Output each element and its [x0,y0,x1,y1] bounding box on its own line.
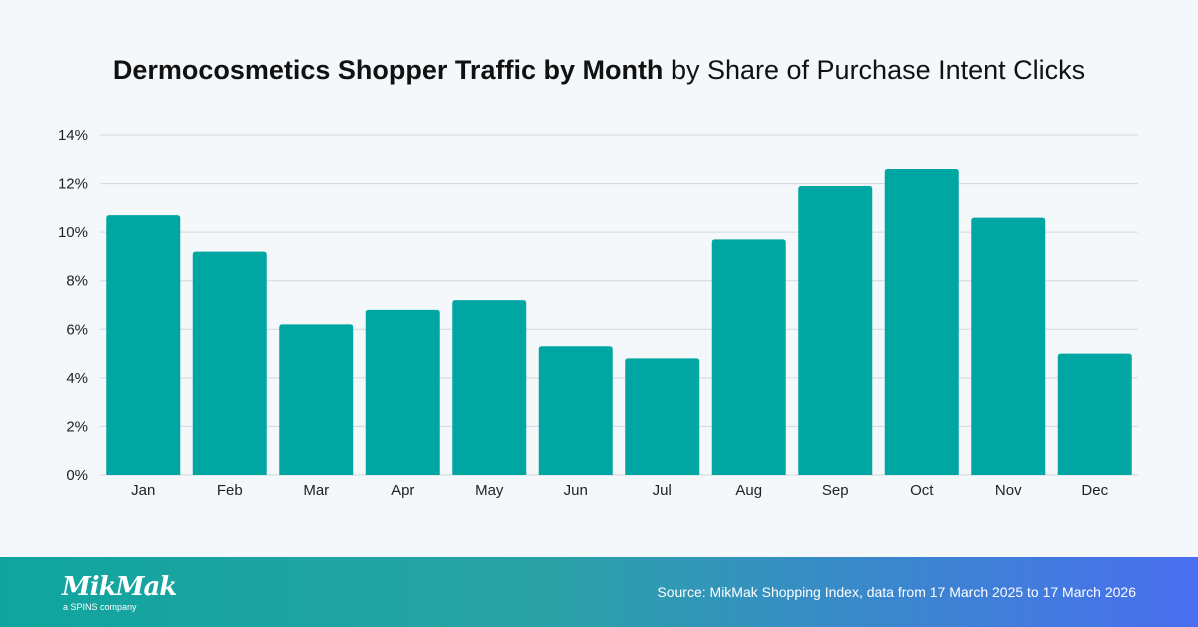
y-tick-label: 2% [66,418,88,435]
bar-sep [798,186,873,475]
footer: MikMak a SPINS company Source: MikMak Sh… [0,557,1198,627]
x-tick-label: Dec [1081,482,1108,499]
bar-nov [971,217,1046,476]
bar-jul [625,358,700,475]
x-tick-label: Jul [653,482,672,499]
x-tick-label: Aug [735,482,762,499]
source-note: Source: MikMak Shopping Index, data from… [657,584,1136,600]
y-tick-label: 12% [58,176,88,193]
x-tick-label: Nov [995,482,1022,499]
bar-dec [1057,353,1132,475]
bar-jan [106,215,181,475]
x-tick-label: Apr [391,482,414,499]
bar-jun [538,346,613,475]
y-tick-label: 0% [66,467,88,484]
bar-apr [365,309,440,475]
y-tick-label: 10% [58,224,88,241]
x-tick-label: May [475,482,504,499]
bar-chart: 0% 2% 4% 6% 8% 10% 12% 14% Jan Feb Mar Apr May Jun Jul… [58,127,1138,499]
y-tick-label: 8% [66,273,88,290]
x-tick-label: Feb [217,482,243,499]
bar-may [452,300,527,475]
bar-aug [711,239,786,475]
title-sub: by Share of Purchase Intent Clicks [670,55,1086,85]
x-tick-label: Jun [564,482,588,499]
x-tick-label: Jan [131,482,155,499]
y-tick-label: 4% [66,370,88,387]
x-tick-label: Oct [910,482,934,499]
bar-oct [884,169,959,475]
chart-title: Dermocosmetics Shopper Traffic by Month … [0,55,1198,86]
bar-feb [192,251,267,475]
logo-subtitle: a SPINS company [63,602,137,612]
bar-mar [279,324,354,475]
x-tick-label: Sep [822,482,849,499]
mikmak-logo: MikMak [62,572,177,602]
title-main: Dermocosmetics Shopper Traffic by Month [112,55,664,85]
x-tick-label: Mar [303,482,329,499]
y-tick-label: 14% [58,127,88,144]
y-tick-label: 6% [66,321,88,338]
